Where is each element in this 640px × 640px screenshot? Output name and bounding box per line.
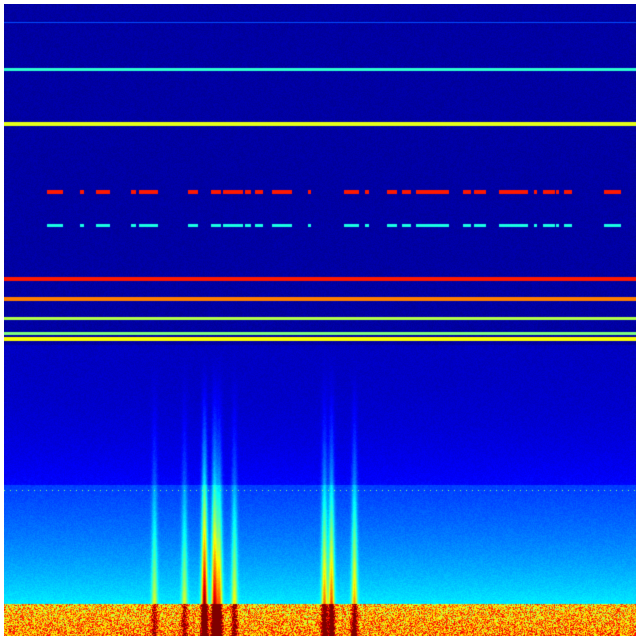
spectrogram-canvas [4, 4, 636, 636]
